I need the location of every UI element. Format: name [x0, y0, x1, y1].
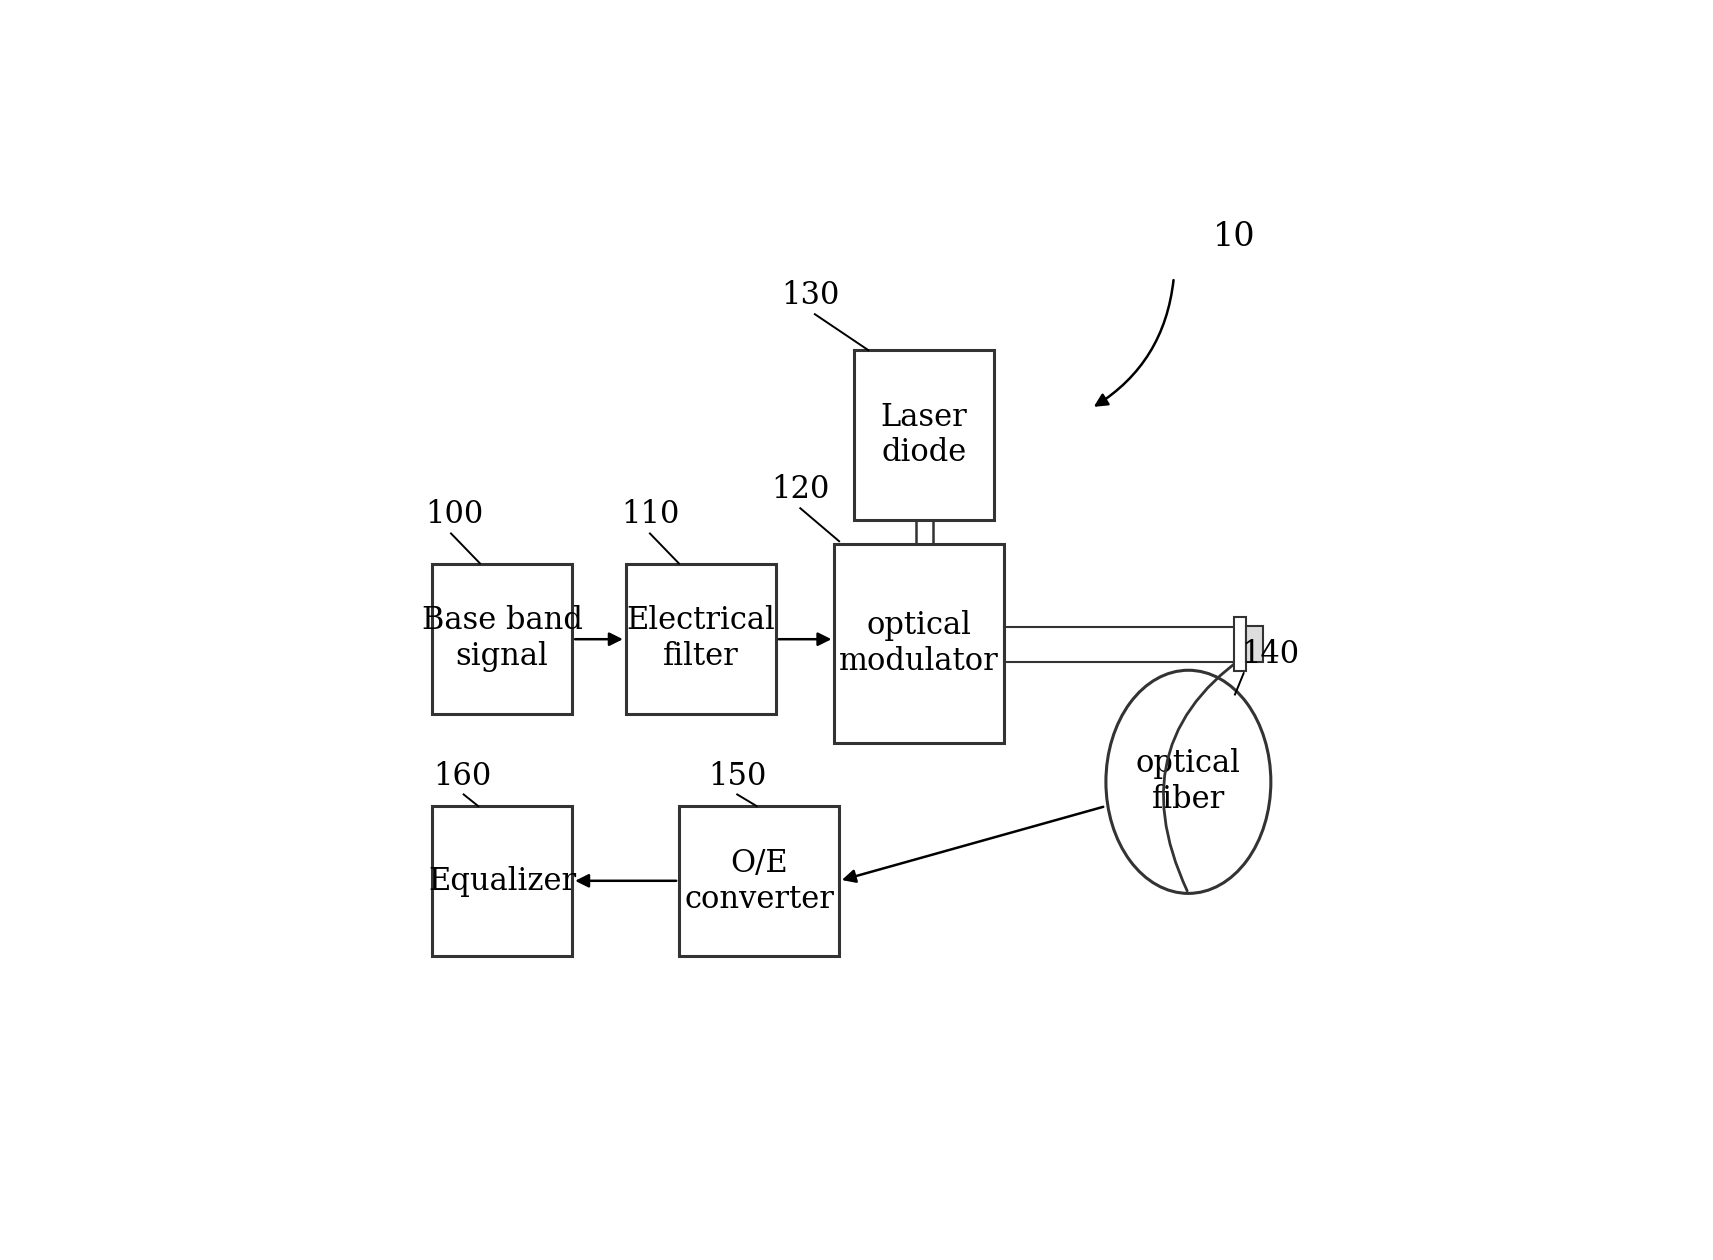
Text: 110: 110	[620, 499, 678, 529]
Text: Electrical
filter: Electrical filter	[627, 605, 776, 672]
Text: 120: 120	[771, 474, 829, 505]
Bar	[1233, 617, 1245, 670]
Bar	[834, 544, 1004, 743]
Text: 140: 140	[1242, 639, 1300, 670]
Text: O/E
converter: O/E converter	[683, 848, 834, 915]
Bar	[625, 563, 776, 714]
Bar	[853, 350, 994, 520]
Bar	[432, 806, 572, 956]
Text: 10: 10	[1213, 220, 1256, 253]
Bar	[678, 806, 839, 956]
Text: Equalizer: Equalizer	[428, 866, 576, 897]
Text: optical
fiber: optical fiber	[1136, 748, 1240, 815]
Bar	[432, 563, 572, 714]
Text: 160: 160	[433, 761, 492, 791]
Text: Laser
diode: Laser diode	[880, 402, 968, 469]
Text: 100: 100	[425, 499, 483, 529]
Text: 150: 150	[707, 761, 766, 791]
Text: optical
modulator: optical modulator	[839, 610, 999, 677]
Text: 130: 130	[781, 280, 839, 311]
Text: Base band
signal: Base band signal	[421, 605, 582, 672]
Ellipse shape	[1107, 670, 1271, 893]
Bar	[1245, 626, 1262, 663]
